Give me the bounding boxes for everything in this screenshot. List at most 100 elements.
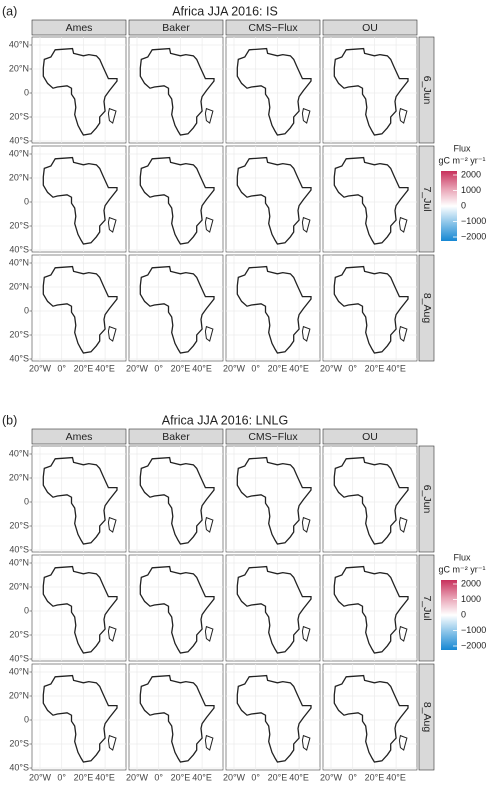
lon-tick-label: 20°E	[365, 363, 385, 373]
africa-outline	[139, 156, 215, 245]
madagascar-outline	[204, 325, 214, 342]
colorbar-label: −2000	[461, 640, 486, 650]
africa-outline	[42, 156, 118, 245]
legend-title: Flux	[453, 552, 471, 562]
lat-tick-label: 40°N	[9, 557, 29, 567]
africa-outline	[236, 565, 312, 654]
africa-outline	[236, 674, 312, 763]
column-label: OU	[362, 22, 378, 34]
lon-tick-label: 40°E	[192, 363, 212, 373]
madagascar-outline	[301, 734, 311, 751]
madagascar-outline	[204, 625, 214, 642]
row-strip	[418, 254, 435, 362]
row-label: 7_Jul	[421, 595, 433, 620]
africa-outline	[333, 674, 409, 763]
africa-outline	[236, 456, 312, 545]
row-strip	[418, 145, 435, 253]
madagascar-outline	[398, 516, 408, 533]
madagascar-outline	[107, 325, 117, 342]
legend-title: Flux	[453, 143, 471, 153]
africa-outline	[139, 456, 215, 545]
madagascar-outline	[107, 216, 117, 233]
lat-tick-label: 0	[24, 605, 29, 615]
madagascar-outline	[301, 216, 311, 233]
colorbar-label: 1000	[461, 594, 481, 604]
lat-tick-label: 20°S	[9, 738, 29, 748]
lon-tick-label: 20°W	[126, 363, 149, 373]
africa-outline	[236, 156, 312, 245]
madagascar-outline	[204, 216, 214, 233]
africa-outline	[236, 265, 312, 354]
lon-tick-label: 20°E	[268, 363, 288, 373]
row-strip	[418, 554, 435, 662]
lon-tick-label: 40°E	[95, 772, 115, 782]
lat-tick-label: 40°S	[9, 762, 29, 772]
colorbar-label: 0	[461, 200, 466, 210]
africa-outline	[333, 156, 409, 245]
madagascar-outline	[398, 216, 408, 233]
panel-title: Africa JJA 2016: LNLG	[162, 413, 288, 427]
africa-outline	[42, 674, 118, 763]
legend-unit: gC m⁻² yr⁻¹	[439, 564, 486, 574]
column-strip	[31, 428, 127, 445]
africa-outline	[333, 265, 409, 354]
lon-tick-label: 0°	[348, 772, 357, 782]
africa-outline	[139, 565, 215, 654]
row-label: 6_Jun	[421, 76, 433, 105]
madagascar-outline	[107, 734, 117, 751]
panel-label: (a)	[2, 4, 17, 18]
africa-outline	[139, 47, 215, 136]
africa-outline	[333, 47, 409, 136]
colorbar-label: −1000	[461, 216, 486, 226]
panel-label: (b)	[2, 413, 17, 427]
africa-outline	[333, 565, 409, 654]
column-label: Ames	[66, 431, 93, 443]
lat-tick-label: 20°S	[9, 329, 29, 339]
lon-tick-label: 0°	[348, 363, 357, 373]
lon-tick-label: 20°E	[74, 772, 94, 782]
lon-tick-label: 20°E	[74, 363, 94, 373]
madagascar-outline	[204, 734, 214, 751]
lon-tick-label: 40°E	[95, 363, 115, 373]
colorbar-label: 2000	[461, 169, 481, 179]
madagascar-outline	[398, 107, 408, 124]
africa-outline	[42, 565, 118, 654]
madagascar-outline	[398, 325, 408, 342]
africa-outline	[42, 265, 118, 354]
column-label: Ames	[66, 22, 93, 34]
column-strip	[322, 19, 418, 36]
madagascar-outline	[301, 325, 311, 342]
colorbar	[441, 171, 457, 241]
row-strip	[418, 663, 435, 771]
colorbar	[441, 580, 457, 650]
lat-tick-label: 40°N	[9, 666, 29, 676]
lat-tick-label: 40°N	[9, 448, 29, 458]
africa-outline	[333, 456, 409, 545]
lat-tick-label: 40°N	[9, 148, 29, 158]
lat-tick-label: 20°N	[9, 472, 29, 482]
madagascar-outline	[107, 625, 117, 642]
lat-tick-label: 40°S	[9, 653, 29, 663]
lat-tick-label: 40°S	[9, 244, 29, 254]
africa-outline	[42, 47, 118, 136]
africa-outline	[42, 456, 118, 545]
colorbar-label: −2000	[461, 231, 486, 241]
row-label: 8_Aug	[421, 293, 433, 324]
lon-tick-label: 20°E	[268, 772, 288, 782]
row-label: 8_Aug	[421, 702, 433, 733]
lat-tick-label: 0	[24, 87, 29, 97]
madagascar-outline	[398, 734, 408, 751]
lon-tick-label: 20°W	[29, 772, 52, 782]
madagascar-outline	[204, 107, 214, 124]
row-strip	[418, 36, 435, 144]
lat-tick-label: 40°S	[9, 135, 29, 145]
colorbar-label: −1000	[461, 625, 486, 635]
column-strip	[128, 428, 224, 445]
lat-tick-label: 40°S	[9, 544, 29, 554]
column-label: Baker	[162, 431, 190, 443]
lat-tick-label: 20°N	[9, 172, 29, 182]
madagascar-outline	[301, 625, 311, 642]
lon-tick-label: 20°W	[320, 772, 343, 782]
lon-tick-label: 0°	[154, 772, 163, 782]
lon-tick-label: 20°W	[29, 363, 52, 373]
